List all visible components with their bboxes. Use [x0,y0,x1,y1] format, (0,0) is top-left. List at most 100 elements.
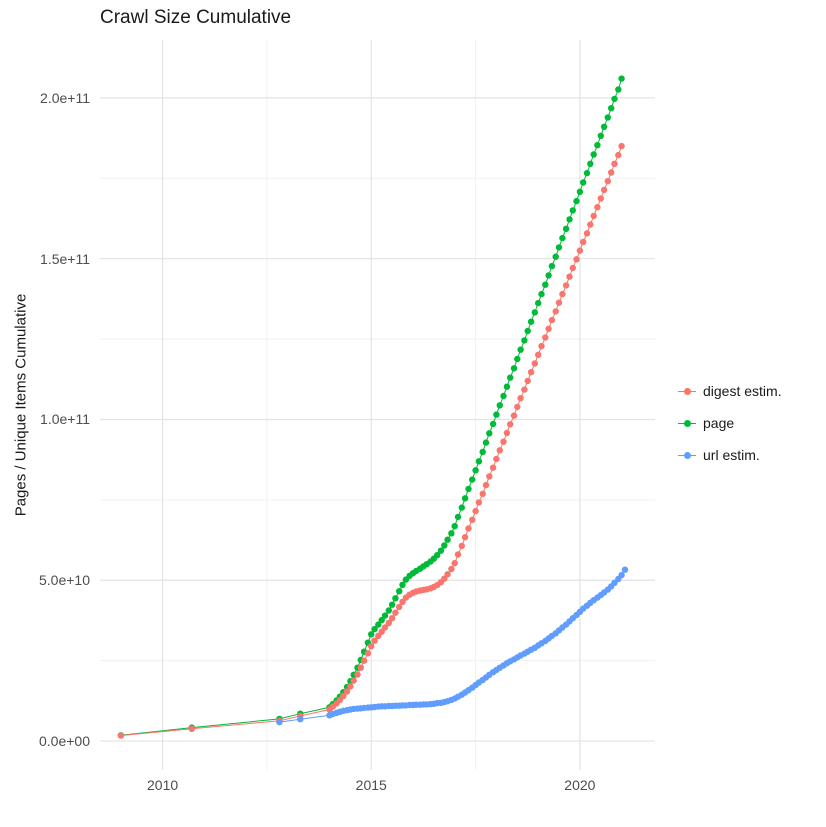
data-point-digest-estim [340,692,347,700]
data-point-page [475,458,483,465]
y-tick-label: 1.5e+11 [40,250,90,267]
data-point-digest-estim [458,542,465,550]
legend-key-icon [678,448,696,462]
data-point-page [521,337,528,344]
legend-key-dot [683,419,691,427]
data-point-page [368,631,375,638]
data-point-digest-estim [343,688,351,695]
data-point-digest-estim [594,204,601,211]
data-point-digest-estim [503,429,511,437]
data-point-page [503,383,511,390]
data-point-digest-estim [388,615,396,622]
data-point-digest-estim [524,377,531,385]
data-point-page [399,581,406,588]
data-point-digest-estim [482,481,490,489]
y-tick-label: 1.0e+11 [40,411,90,428]
data-point-page [552,253,559,260]
data-point-page [611,95,618,103]
data-point-page [517,346,524,353]
data-point-digest-estim [441,575,448,582]
data-point-digest-estim [542,334,549,341]
legend-item-page: page [678,415,782,431]
data-point-digest-estim [538,342,545,350]
data-point-url-estim [621,566,629,573]
legend-label: url estim. [703,447,760,463]
legend-item-url-estim: url estim. [678,447,782,463]
data-point-page [615,86,622,93]
legend-key-dot [683,387,691,395]
data-point-digest-estim [517,395,524,402]
x-tick-label: 2015 [355,777,387,793]
data-point-page [388,601,396,608]
data-point-digest-estim [354,671,361,678]
data-point-page [434,552,441,559]
data-point-digest-estim [615,151,622,159]
data-point-digest-estim [507,421,514,428]
data-point-page [500,392,507,400]
data-point-digest-estim [444,571,451,578]
data-point-digest-estim [573,256,580,263]
data-point-page [469,476,476,483]
data-point-digest-estim [381,624,389,631]
data-point-digest-estim [500,438,507,445]
data-point-digest-estim [371,637,378,644]
data-point-digest-estim [548,316,556,324]
data-point-page [444,536,451,543]
data-point-digest-estim [590,212,597,220]
data-point-digest-estim [576,247,584,254]
data-point-page [604,114,611,121]
legend-item-digest-estim: digest estim. [678,383,782,399]
data-point-digest-estim [486,473,493,480]
data-point-page [489,420,497,428]
data-point-page [375,621,382,628]
data-point-digest-estim [493,455,500,463]
data-point-digest-estim [496,447,503,454]
data-point-digest-estim [608,169,615,176]
x-tick-label: 2010 [147,777,179,793]
data-point-page [566,216,573,223]
data-point-page [381,612,389,619]
data-point-page [496,402,503,409]
data-point-digest-estim [350,677,357,684]
data-point-digest-estim [611,160,618,167]
data-point-page [600,123,608,130]
data-point-page [548,262,556,270]
data-point-page [479,448,486,456]
data-point-digest-estim [618,142,625,150]
legend: digest estim. page url estim. [678,383,782,463]
data-point-digest-estim [465,525,472,532]
data-point-page [535,299,542,307]
data-point-digest-estim [392,609,399,616]
data-point-page [437,547,445,554]
data-point-page [385,607,392,614]
data-point-page [392,595,399,602]
y-tick-label: 2.0e+11 [40,89,90,106]
data-point-digest-estim [188,725,195,732]
data-point-page [378,616,385,624]
data-point-page [545,272,552,279]
data-point-url-estim [618,571,625,579]
x-tick-label: 2020 [564,777,596,793]
data-point-digest-estim [600,186,608,194]
data-point-page [555,244,563,251]
data-point-digest-estim [117,732,125,739]
data-point-page [562,225,570,232]
data-point-digest-estim [604,178,611,185]
data-point-page [514,355,521,363]
data-point-digest-estim [472,507,479,515]
data-point-digest-estim [347,683,354,690]
data-point-digest-estim [587,221,594,228]
data-point-digest-estim [396,603,403,611]
data-point-page [441,542,448,549]
chart-title: Crawl Size Cumulative [100,7,292,28]
data-point-digest-estim [552,308,559,315]
data-point-digest-estim [531,360,538,367]
y-tick-label: 5.0e+10 [39,572,90,589]
data-point-digest-estim [357,664,364,671]
data-point-page [538,290,545,298]
data-point-page [482,439,490,446]
legend-label: digest estim. [703,383,782,399]
data-point-digest-estim [527,369,535,376]
